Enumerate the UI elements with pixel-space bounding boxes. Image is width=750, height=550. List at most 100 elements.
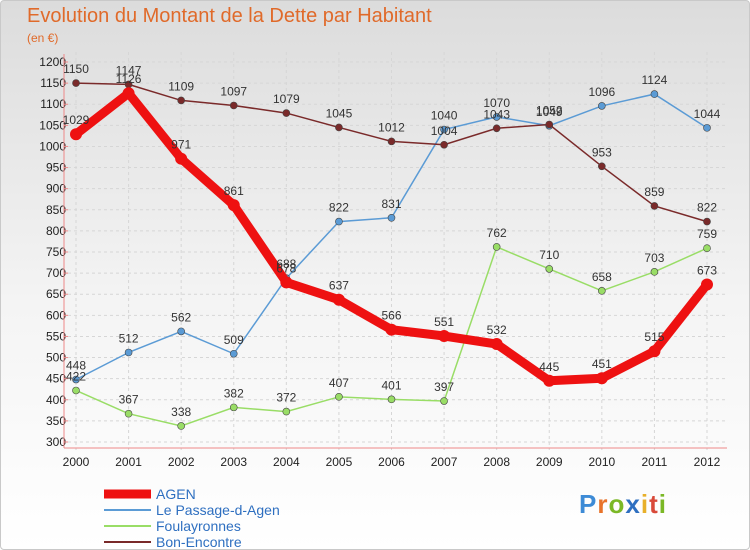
y-tick-label: 1150 bbox=[40, 76, 66, 90]
x-tick-label: 2003 bbox=[220, 455, 247, 469]
data-point-foulayronnes bbox=[440, 397, 448, 405]
data-point-agen bbox=[332, 293, 345, 306]
data-point-bon-encontre bbox=[545, 120, 554, 129]
data-point-agen bbox=[280, 276, 293, 289]
legend-label-foulayronnes: Foulayronnes bbox=[156, 518, 241, 534]
y-tick-label: 750 bbox=[46, 245, 66, 259]
data-label-foulayronnes: 658 bbox=[592, 270, 612, 284]
data-point-foulayronnes bbox=[229, 403, 238, 412]
x-tick-label: 2011 bbox=[642, 455, 668, 469]
data-label-agen: 515 bbox=[644, 330, 664, 344]
data-label-le-passage-d-agen: 448 bbox=[66, 359, 86, 373]
data-point-bon-encontre bbox=[387, 137, 396, 146]
data-label-bon-encontre: 953 bbox=[592, 145, 612, 159]
legend-label-bon-encontre: Bon-Encontre bbox=[156, 534, 242, 550]
y-tick-label: 600 bbox=[46, 308, 66, 322]
y-tick-label: 700 bbox=[46, 266, 66, 280]
data-label-foulayronnes: 422 bbox=[66, 369, 86, 383]
data-label-foulayronnes: 372 bbox=[276, 391, 296, 405]
data-label-agen: 673 bbox=[697, 264, 717, 278]
data-label-foulayronnes: 382 bbox=[224, 386, 244, 400]
data-point-bon-encontre bbox=[440, 140, 448, 149]
chart-title: Evolution du Montant de la Dette par Hab… bbox=[27, 5, 432, 27]
data-point-bon-encontre bbox=[598, 162, 606, 171]
y-tick-label: 1000 bbox=[39, 139, 66, 153]
data-point-foulayronnes bbox=[492, 243, 501, 251]
x-tick-label: 2000 bbox=[63, 455, 90, 469]
data-point-bon-encontre bbox=[335, 123, 343, 132]
data-point-agen bbox=[438, 330, 451, 343]
x-tick-label: 2005 bbox=[326, 455, 353, 469]
data-label-bon-encontre: 1004 bbox=[431, 124, 458, 138]
data-point-agen bbox=[543, 374, 556, 387]
data-label-agen: 551 bbox=[434, 315, 454, 329]
data-point-foulayronnes bbox=[72, 386, 80, 395]
data-point-le-passage-d-agen bbox=[650, 90, 659, 98]
y-tick-label: 550 bbox=[46, 329, 66, 343]
y-tick-label: 850 bbox=[46, 203, 66, 217]
data-label-bon-encontre: 1079 bbox=[273, 92, 300, 106]
logo-letter: r bbox=[597, 489, 609, 519]
data-label-bon-encontre: 1052 bbox=[536, 103, 563, 117]
data-label-agen: 1029 bbox=[63, 113, 90, 127]
x-tick-label: 2010 bbox=[588, 455, 615, 469]
data-point-agen bbox=[175, 152, 188, 165]
data-label-agen: 451 bbox=[592, 357, 612, 371]
x-tick-label: 2007 bbox=[431, 455, 458, 469]
data-label-bon-encontre: 859 bbox=[644, 185, 664, 199]
data-point-agen bbox=[490, 338, 503, 351]
data-point-foulayronnes bbox=[703, 244, 711, 252]
data-point-foulayronnes bbox=[545, 265, 554, 273]
data-point-bon-encontre bbox=[282, 109, 291, 117]
data-point-agen bbox=[227, 199, 240, 212]
data-point-agen bbox=[701, 278, 713, 291]
y-tick-label: 800 bbox=[46, 224, 66, 238]
data-label-agen: 637 bbox=[329, 279, 349, 293]
data-point-foulayronnes bbox=[124, 409, 133, 418]
y-tick-label: 950 bbox=[46, 161, 66, 175]
data-point-foulayronnes bbox=[598, 287, 606, 295]
data-point-agen bbox=[122, 87, 135, 100]
data-point-bon-encontre bbox=[229, 101, 238, 110]
x-tick-label: 2002 bbox=[168, 455, 195, 469]
x-tick-label: 2004 bbox=[273, 455, 300, 469]
logo-letter: o bbox=[608, 489, 626, 519]
logo-letter: i bbox=[658, 489, 667, 519]
y-tick-label: 650 bbox=[46, 287, 66, 301]
data-label-le-passage-d-agen: 688 bbox=[276, 257, 296, 271]
data-label-le-passage-d-agen: 562 bbox=[171, 310, 191, 324]
data-label-foulayronnes: 762 bbox=[487, 226, 507, 240]
data-label-foulayronnes: 367 bbox=[119, 393, 139, 407]
data-label-agen: 445 bbox=[539, 360, 559, 374]
data-point-le-passage-d-agen bbox=[703, 124, 711, 132]
data-label-agen: 532 bbox=[487, 323, 507, 337]
proxiti-logo: Proxiti bbox=[579, 489, 667, 520]
legend-label-agen: AGEN bbox=[156, 486, 196, 502]
data-label-le-passage-d-agen: 1124 bbox=[642, 73, 668, 87]
data-point-le-passage-d-agen bbox=[177, 327, 185, 336]
data-label-foulayronnes: 338 bbox=[171, 405, 191, 419]
data-point-le-passage-d-agen bbox=[598, 102, 606, 110]
data-label-foulayronnes: 703 bbox=[644, 251, 664, 265]
data-label-le-passage-d-agen: 509 bbox=[224, 333, 244, 347]
data-label-agen: 861 bbox=[224, 184, 244, 198]
data-point-le-passage-d-agen bbox=[387, 214, 396, 222]
data-label-agen: 1126 bbox=[116, 72, 142, 86]
data-point-le-passage-d-agen bbox=[440, 125, 448, 134]
data-point-bon-encontre bbox=[72, 79, 80, 87]
y-tick-label: 450 bbox=[46, 372, 66, 386]
data-label-bon-encontre: 1147 bbox=[116, 63, 142, 77]
logo-letter: i bbox=[640, 489, 650, 519]
data-point-agen bbox=[595, 372, 608, 385]
data-point-bon-encontre bbox=[703, 217, 711, 226]
x-tick-label: 2006 bbox=[378, 455, 405, 469]
data-label-le-passage-d-agen: 1070 bbox=[483, 96, 510, 110]
y-tick-label: 1100 bbox=[40, 97, 66, 111]
data-point-le-passage-d-agen bbox=[492, 113, 501, 121]
data-label-foulayronnes: 397 bbox=[434, 380, 454, 394]
data-label-foulayronnes: 407 bbox=[329, 376, 349, 390]
x-tick-label: 2001 bbox=[115, 455, 142, 469]
data-point-le-passage-d-agen bbox=[72, 375, 80, 384]
data-label-le-passage-d-agen: 831 bbox=[381, 197, 401, 211]
